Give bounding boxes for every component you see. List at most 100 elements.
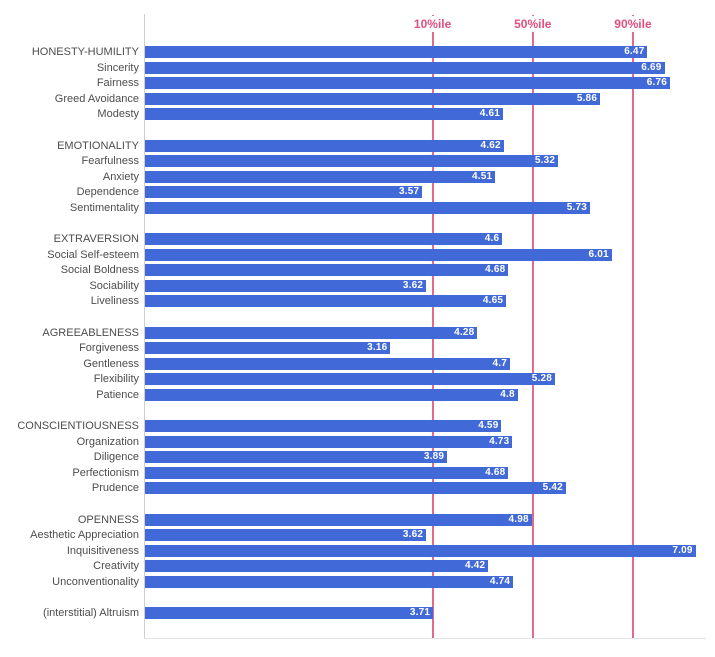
bar[interactable]: 3.57: [145, 186, 423, 198]
chart-rows: HONESTY-HUMILITY 6.47 Sincerity 6.69 Fairnes…: [0, 38, 715, 623]
chart-row: AGREEABLENESS 4.28: [0, 326, 715, 343]
bar[interactable]: 3.71: [145, 607, 434, 619]
row-label: Aesthetic Appreciation: [30, 529, 139, 541]
bar-track: 3.16: [145, 342, 715, 354]
bar-value-label: 6.01: [588, 248, 609, 260]
bar[interactable]: 4.7: [145, 357, 510, 370]
bar[interactable]: 5.28: [145, 373, 556, 385]
chart-row: Inquisitiveness 7.09: [0, 544, 715, 561]
bar[interactable]: 4.6: [145, 233, 503, 245]
row-label: Anxiety: [102, 170, 139, 183]
bar-track: 4.74: [145, 575, 715, 588]
chart-row: Greed Avoidance 5.86: [0, 92, 715, 109]
bar-track: 5.32: [145, 155, 715, 167]
bar[interactable]: 6.69: [145, 61, 665, 74]
row-label: Sociability: [89, 279, 139, 292]
bar[interactable]: 3.89: [145, 451, 448, 463]
row-label: HONESTY-HUMILITY: [31, 46, 139, 58]
bar-value-label: 4.62: [480, 139, 501, 151]
bar-value-label: 6.47: [624, 46, 645, 57]
bar[interactable]: 4.65: [145, 295, 507, 307]
bar-track: 3.89: [145, 451, 715, 463]
bar-value-label: 6.76: [646, 77, 667, 88]
chart-row: (interstitial) Altruism 3.71: [0, 607, 715, 623]
chart-row: Unconventionality 4.74: [0, 575, 715, 592]
bar-track: 4.42: [145, 560, 715, 572]
chart-row: Social Boldness 4.68: [0, 264, 715, 280]
bar[interactable]: 5.42: [145, 482, 566, 494]
bar[interactable]: 5.86: [145, 92, 601, 105]
bar[interactable]: 3.62: [145, 529, 427, 541]
row-label: Gentleness: [83, 357, 139, 370]
bar[interactable]: 4.62: [145, 139, 504, 152]
bar-track: 4.61: [145, 108, 715, 120]
row-label: Forgiveness: [79, 342, 139, 354]
bar-track: 4.8: [145, 388, 715, 401]
bar[interactable]: 7.09: [145, 544, 696, 557]
bar-track: 3.71: [145, 607, 715, 619]
chart-row: Social Self-esteem 6.01: [0, 248, 715, 265]
bar-value-label: 5.32: [534, 155, 556, 166]
bar-track: 4.62: [145, 139, 715, 152]
bar[interactable]: 3.16: [145, 342, 391, 354]
row-label: EXTRAVERSION: [53, 233, 139, 245]
bar-track: 6.01: [145, 248, 715, 261]
facet-group: (interstitial) Altruism 3.71: [0, 607, 715, 623]
bar-value-label: 4.28: [454, 326, 475, 338]
row-label: Sincerity: [96, 61, 139, 74]
bar-value-label: 3.62: [402, 279, 424, 291]
bar-track: 3.62: [145, 529, 715, 541]
bar-track: 4.59: [145, 420, 715, 432]
bar-value-label: 4.98: [508, 513, 529, 525]
percentile-label: 10%ile: [410, 16, 455, 32]
chart-row: Creativity 4.42: [0, 560, 715, 576]
bar[interactable]: 4.73: [145, 435, 513, 448]
bar-track: 5.28: [145, 373, 715, 385]
bar[interactable]: 4.42: [145, 560, 489, 572]
bar[interactable]: 3.62: [145, 279, 427, 292]
bar-value-label: 4.42: [464, 560, 486, 571]
bar[interactable]: 4.51: [145, 170, 496, 183]
row-label: EMOTIONALITY: [57, 139, 139, 152]
bar[interactable]: 6.76: [145, 77, 670, 89]
row-label: CONSCIENTIOUSNESS: [17, 420, 139, 432]
row-label: Inquisitiveness: [66, 544, 139, 557]
bar[interactable]: 4.74: [145, 575, 514, 588]
bar-track: 6.76: [145, 77, 715, 89]
chart-row: Sentimentality 5.73: [0, 201, 715, 218]
bar-track: 4.7: [145, 357, 715, 370]
bar[interactable]: 4.61: [145, 108, 503, 120]
bar[interactable]: 4.98: [145, 513, 532, 526]
bar[interactable]: 6.01: [145, 248, 612, 261]
bar-value-label: 3.62: [402, 529, 424, 540]
bar-track: 3.57: [145, 186, 715, 198]
bar-value-label: 4.7: [492, 357, 507, 369]
facet-group: HONESTY-HUMILITY 6.47 Sincerity 6.69 Fairnes…: [0, 46, 715, 124]
bar-value-label: 4.61: [479, 108, 500, 119]
row-label: Flexibility: [93, 373, 139, 385]
bar[interactable]: 4.28: [145, 326, 478, 339]
chart-row: HONESTY-HUMILITY 6.47: [0, 46, 715, 62]
row-label: Unconventionality: [52, 575, 139, 588]
bar[interactable]: 5.73: [145, 201, 590, 214]
bar[interactable]: 6.47: [145, 46, 648, 58]
bar-track: 4.98: [145, 513, 715, 526]
bar-value-label: 7.09: [672, 544, 693, 556]
bar-track: 6.69: [145, 61, 715, 74]
y-axis-line: [144, 14, 145, 638]
bar[interactable]: 5.32: [145, 155, 559, 167]
bar[interactable]: 4.68: [145, 264, 509, 276]
bar[interactable]: 4.8: [145, 388, 518, 401]
percentile-line: [631, 15, 634, 638]
chart-row: EMOTIONALITY 4.62: [0, 139, 715, 156]
facet-group: CONSCIENTIOUSNESS 4.59 Organization 4.73 Dil…: [0, 420, 715, 498]
row-label: Organization: [76, 435, 139, 448]
bar-track: 5.42: [145, 482, 715, 494]
bar[interactable]: 4.68: [145, 466, 509, 479]
bar[interactable]: 4.59: [145, 420, 502, 432]
bar-value-label: 3.57: [398, 186, 420, 197]
row-label: Creativity: [93, 560, 139, 572]
row-label: Patience: [96, 388, 139, 401]
bar-value-label: 5.42: [542, 482, 563, 493]
